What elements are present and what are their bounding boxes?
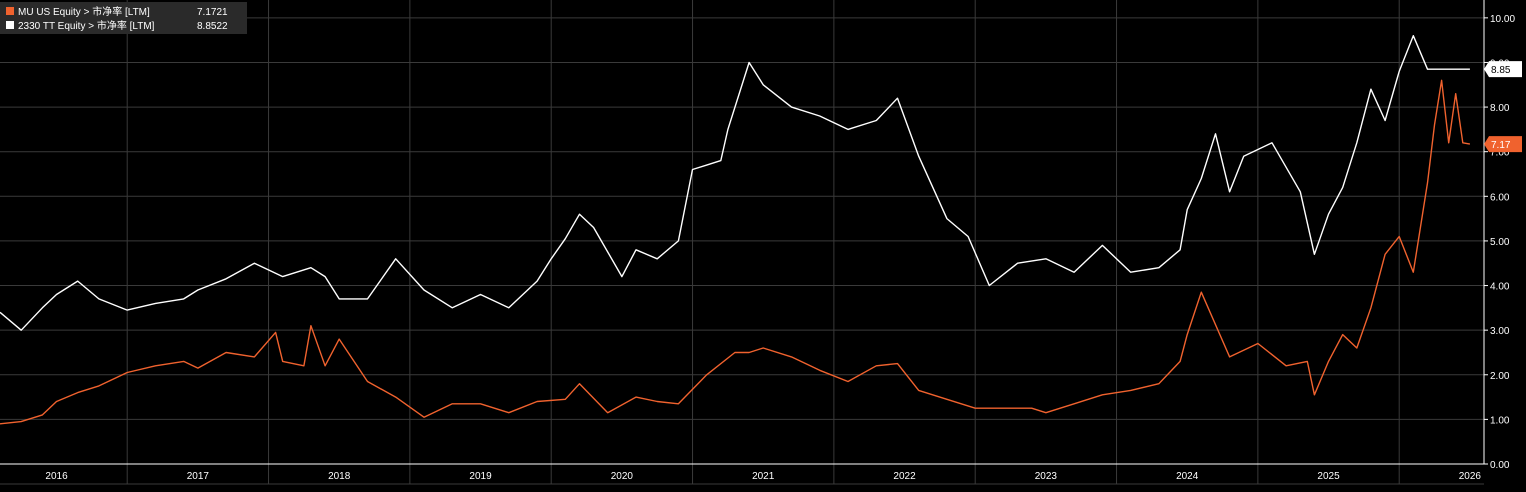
x-tick-label: 2021 xyxy=(752,471,775,482)
series-layer xyxy=(0,35,1471,425)
y-tick-label: 5.00 xyxy=(1490,237,1510,248)
last-value-text: 7.17 xyxy=(1491,140,1511,151)
legend-entry-tsmc: 2330 TT Equity > 市净率 [LTM] xyxy=(18,19,155,32)
y-tick-label: 10.00 xyxy=(1490,14,1515,25)
y-tick-label: 2.00 xyxy=(1490,371,1510,382)
legend-value-tsmc: 8.8522 xyxy=(197,21,228,32)
legend: MU US Equity > 市净率 [LTM] 7.1721 2330 TT … xyxy=(0,2,247,34)
series-line-tsmc xyxy=(0,35,1470,331)
x-tick-label: 2018 xyxy=(328,471,351,482)
y-tick-label: 4.00 xyxy=(1490,282,1510,293)
y-tick-label: 8.00 xyxy=(1490,103,1510,114)
series-line-mu xyxy=(0,79,1471,425)
x-tick-label: 2016 xyxy=(45,471,68,482)
legend-value-mu: 7.1721 xyxy=(197,7,228,18)
y-tick-label: 6.00 xyxy=(1490,192,1510,203)
x-tick-label: 2026 xyxy=(1459,471,1482,482)
x-tick-label: 2022 xyxy=(893,471,916,482)
y-tick-label: 7.00 xyxy=(1490,148,1510,159)
x-tick-label: 2020 xyxy=(611,471,634,482)
x-tick-label: 2025 xyxy=(1317,471,1340,482)
y-tick-label: 1.00 xyxy=(1490,415,1510,426)
grid-lines xyxy=(0,0,1484,465)
last-value-label-tsmc: 8.85 xyxy=(1484,61,1522,78)
legend-entry-mu: MU US Equity > 市净率 [LTM] xyxy=(18,5,150,18)
last-value-label-mu: 7.17 xyxy=(1484,136,1522,153)
legend-swatch-tsmc xyxy=(6,21,14,29)
y-tick-label: 0.00 xyxy=(1490,460,1510,471)
legend-swatch-mu xyxy=(6,7,14,15)
x-tick-label: 2017 xyxy=(187,471,210,482)
x-tick-label: 2023 xyxy=(1035,471,1058,482)
last-value-marker xyxy=(1484,136,1522,153)
x-tick-label: 2019 xyxy=(469,471,492,482)
legend-background xyxy=(0,2,247,34)
x-tick-label: 2024 xyxy=(1176,471,1199,482)
last-value-text: 8.85 xyxy=(1491,65,1511,76)
y-tick-label: 3.00 xyxy=(1490,326,1510,337)
last-value-marker xyxy=(1484,61,1522,78)
